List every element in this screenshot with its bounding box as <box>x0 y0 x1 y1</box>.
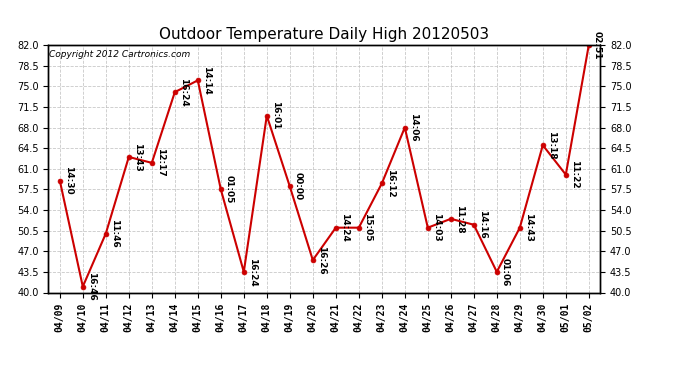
Text: 15:05: 15:05 <box>363 213 372 242</box>
Text: 14:14: 14:14 <box>202 66 211 95</box>
Text: 01:06: 01:06 <box>501 258 510 286</box>
Text: 14:16: 14:16 <box>478 210 487 239</box>
Text: 14:06: 14:06 <box>409 113 418 142</box>
Text: 14:03: 14:03 <box>432 213 441 242</box>
Title: Outdoor Temperature Daily High 20120503: Outdoor Temperature Daily High 20120503 <box>159 27 489 42</box>
Text: 16:24: 16:24 <box>179 78 188 106</box>
Text: 16:01: 16:01 <box>271 102 280 130</box>
Text: 13:43: 13:43 <box>133 142 142 171</box>
Text: 11:46: 11:46 <box>110 219 119 248</box>
Text: 02:51: 02:51 <box>593 31 602 59</box>
Text: 16:46: 16:46 <box>87 272 96 301</box>
Text: 01:05: 01:05 <box>225 175 234 204</box>
Text: 16:24: 16:24 <box>248 258 257 286</box>
Text: 00:00: 00:00 <box>294 172 303 201</box>
Text: 11:22: 11:22 <box>570 160 579 189</box>
Text: 11:28: 11:28 <box>455 204 464 233</box>
Text: 14:24: 14:24 <box>340 213 349 242</box>
Text: Copyright 2012 Cartronics.com: Copyright 2012 Cartronics.com <box>50 50 190 59</box>
Text: 16:12: 16:12 <box>386 169 395 198</box>
Text: 14:43: 14:43 <box>524 213 533 242</box>
Text: 13:18: 13:18 <box>547 131 556 159</box>
Text: 12:17: 12:17 <box>156 148 165 177</box>
Text: 16:26: 16:26 <box>317 246 326 274</box>
Text: 14:30: 14:30 <box>64 166 73 195</box>
